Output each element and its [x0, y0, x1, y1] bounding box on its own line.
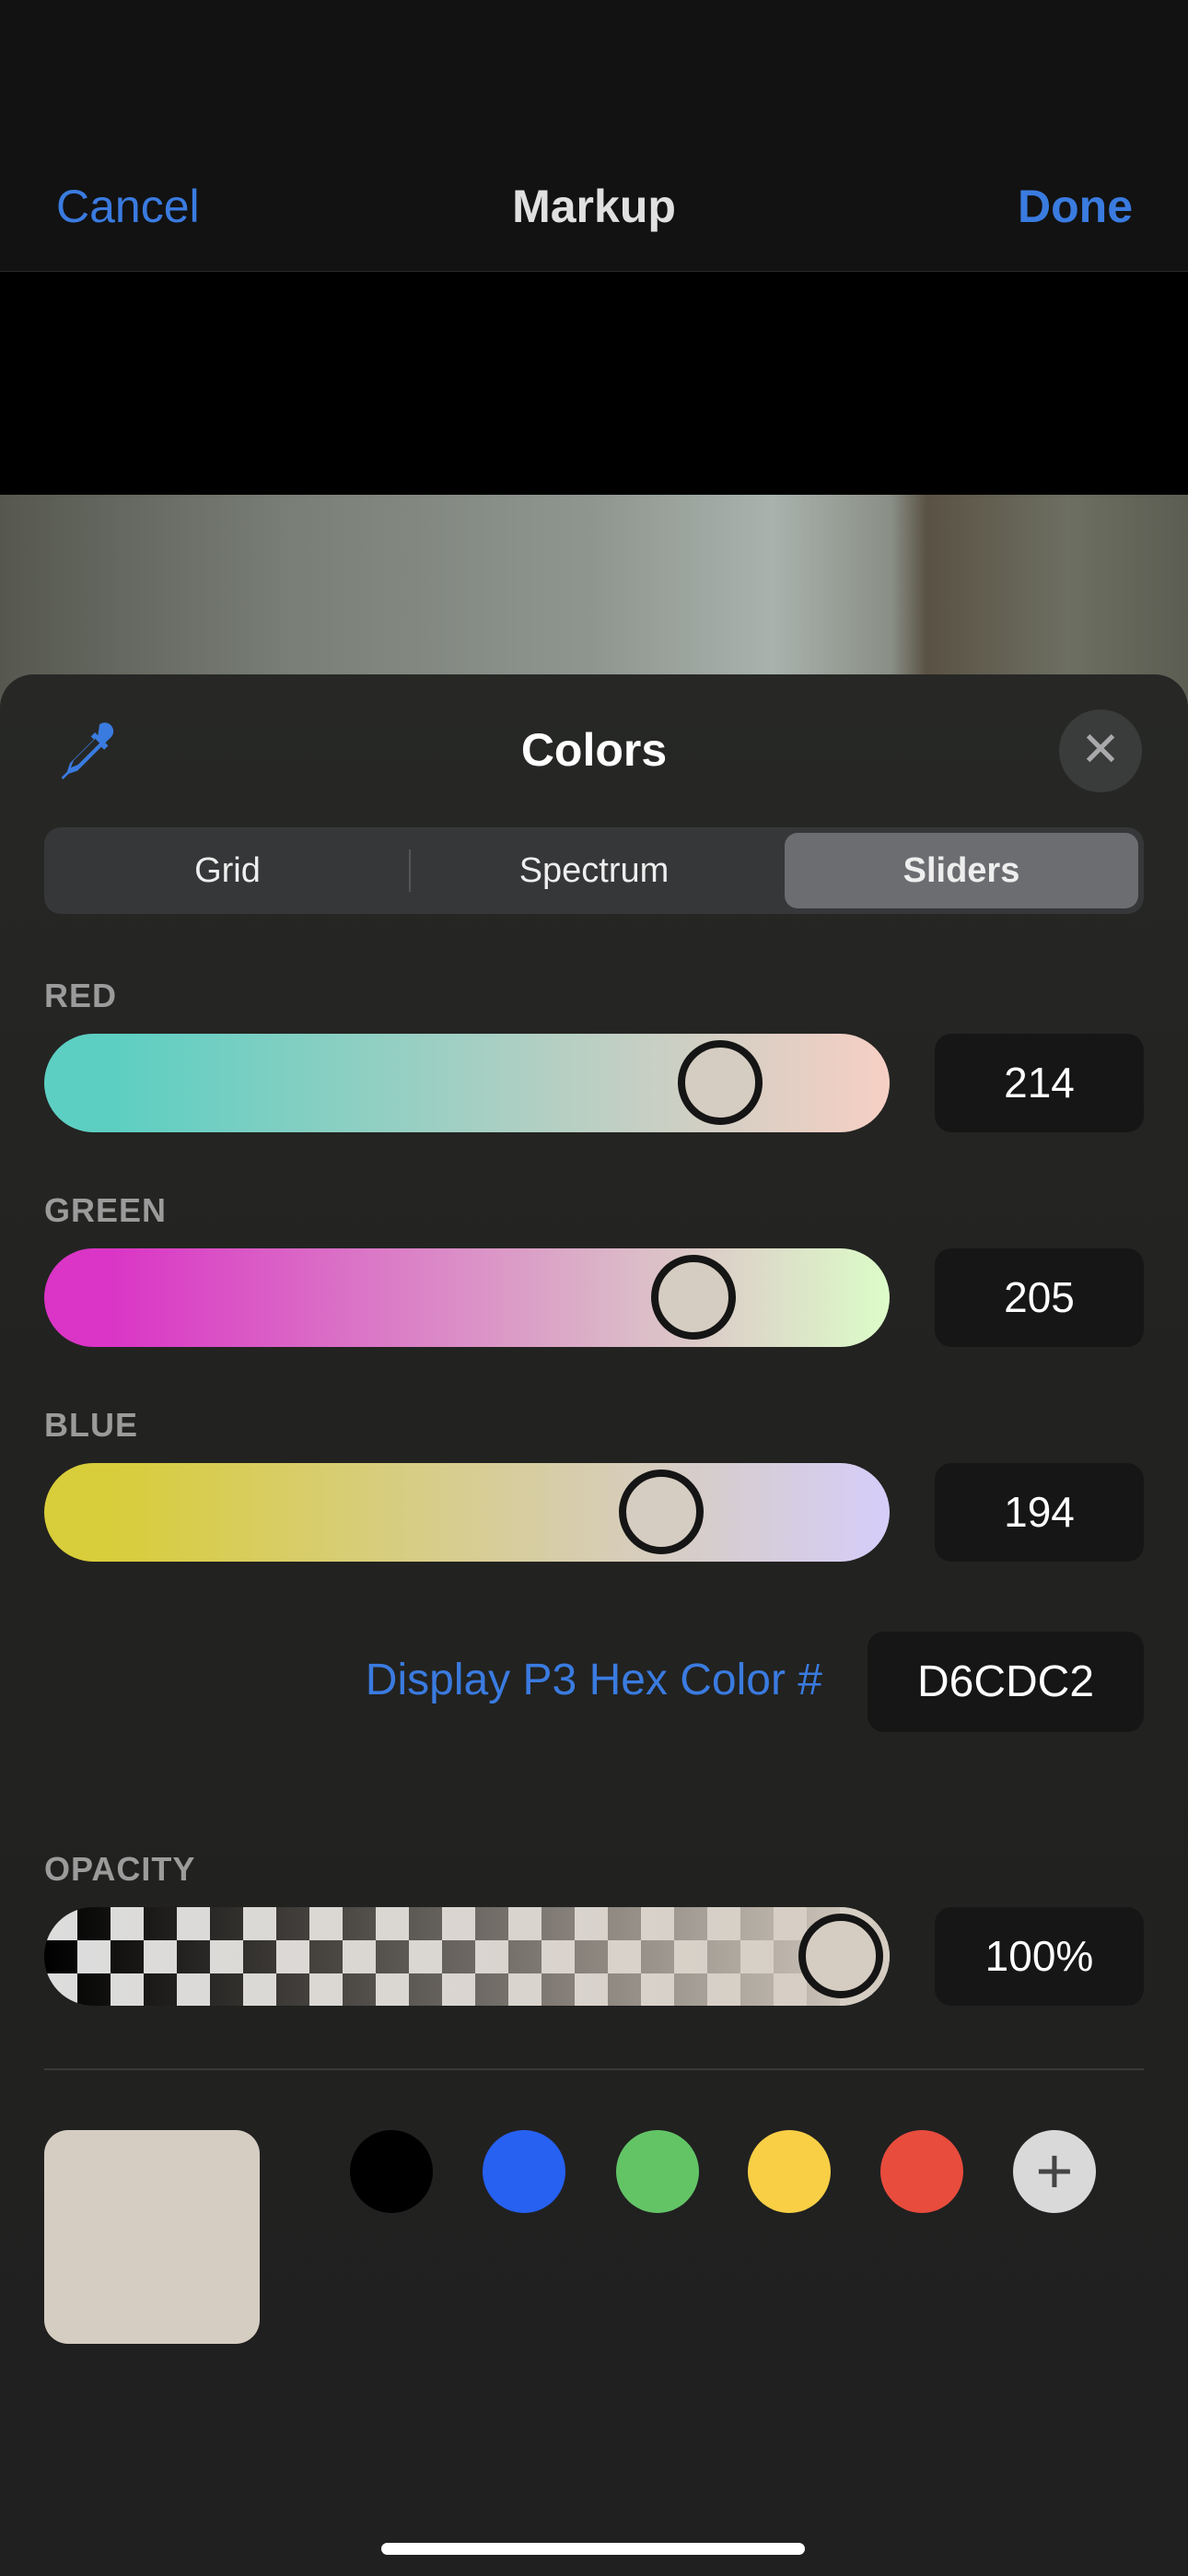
done-button[interactable]: Done [1018, 181, 1133, 232]
blue-value[interactable]: 194 [935, 1463, 1144, 1562]
home-indicator [381, 2543, 805, 2555]
green-slider-thumb[interactable] [651, 1255, 737, 1340]
eyedropper-icon[interactable] [51, 719, 120, 792]
segment-divider [409, 849, 411, 892]
tab-sliders[interactable]: Sliders [903, 851, 1020, 890]
plus-icon: + [1035, 2135, 1074, 2207]
tab-grid[interactable]: Grid [194, 851, 261, 890]
opacity-slider-thumb[interactable] [798, 1914, 883, 1998]
divider [44, 2068, 1144, 2070]
segmented-control: Grid Spectrum Sliders [44, 827, 1144, 914]
opacity-gradient [44, 1907, 890, 2006]
sheet-title: Colors [520, 724, 668, 776]
blue-label: BLUE [44, 1406, 138, 1444]
canvas-area [0, 272, 1188, 495]
swatch-blue[interactable] [483, 2130, 565, 2213]
hex-color-input[interactable]: D6CDC2 [868, 1632, 1144, 1732]
swatch-yellow[interactable] [748, 2130, 831, 2213]
current-color-swatch [44, 2130, 260, 2344]
opacity-label: OPACITY [44, 1850, 196, 1888]
swatch-red[interactable] [880, 2130, 963, 2213]
opacity-slider[interactable] [44, 1907, 890, 2006]
red-slider[interactable] [44, 1034, 890, 1132]
page-title: Markup [512, 181, 676, 232]
opacity-value[interactable]: 100% [935, 1907, 1144, 2006]
blue-slider-thumb[interactable] [619, 1469, 705, 1554]
red-slider-thumb[interactable] [678, 1040, 763, 1125]
hex-color-label[interactable]: Display P3 Hex Color # [365, 1656, 822, 1704]
add-color-button[interactable]: + [1013, 2130, 1096, 2213]
red-value[interactable]: 214 [935, 1034, 1144, 1132]
close-button[interactable]: ✕ [1059, 709, 1142, 792]
red-label: RED [44, 977, 118, 1014]
blue-slider[interactable] [44, 1463, 890, 1562]
green-slider[interactable] [44, 1248, 890, 1347]
close-icon: ✕ [1080, 723, 1121, 777]
navigation-bar: Cancel Markup Done [0, 0, 1188, 272]
swatch-black[interactable] [350, 2130, 433, 2213]
segment-selection [785, 833, 1138, 908]
swatch-green[interactable] [616, 2130, 699, 2213]
green-value[interactable]: 205 [935, 1248, 1144, 1347]
tab-spectrum[interactable]: Spectrum [518, 851, 670, 890]
green-label: GREEN [44, 1191, 168, 1229]
cancel-button[interactable]: Cancel [56, 181, 200, 232]
